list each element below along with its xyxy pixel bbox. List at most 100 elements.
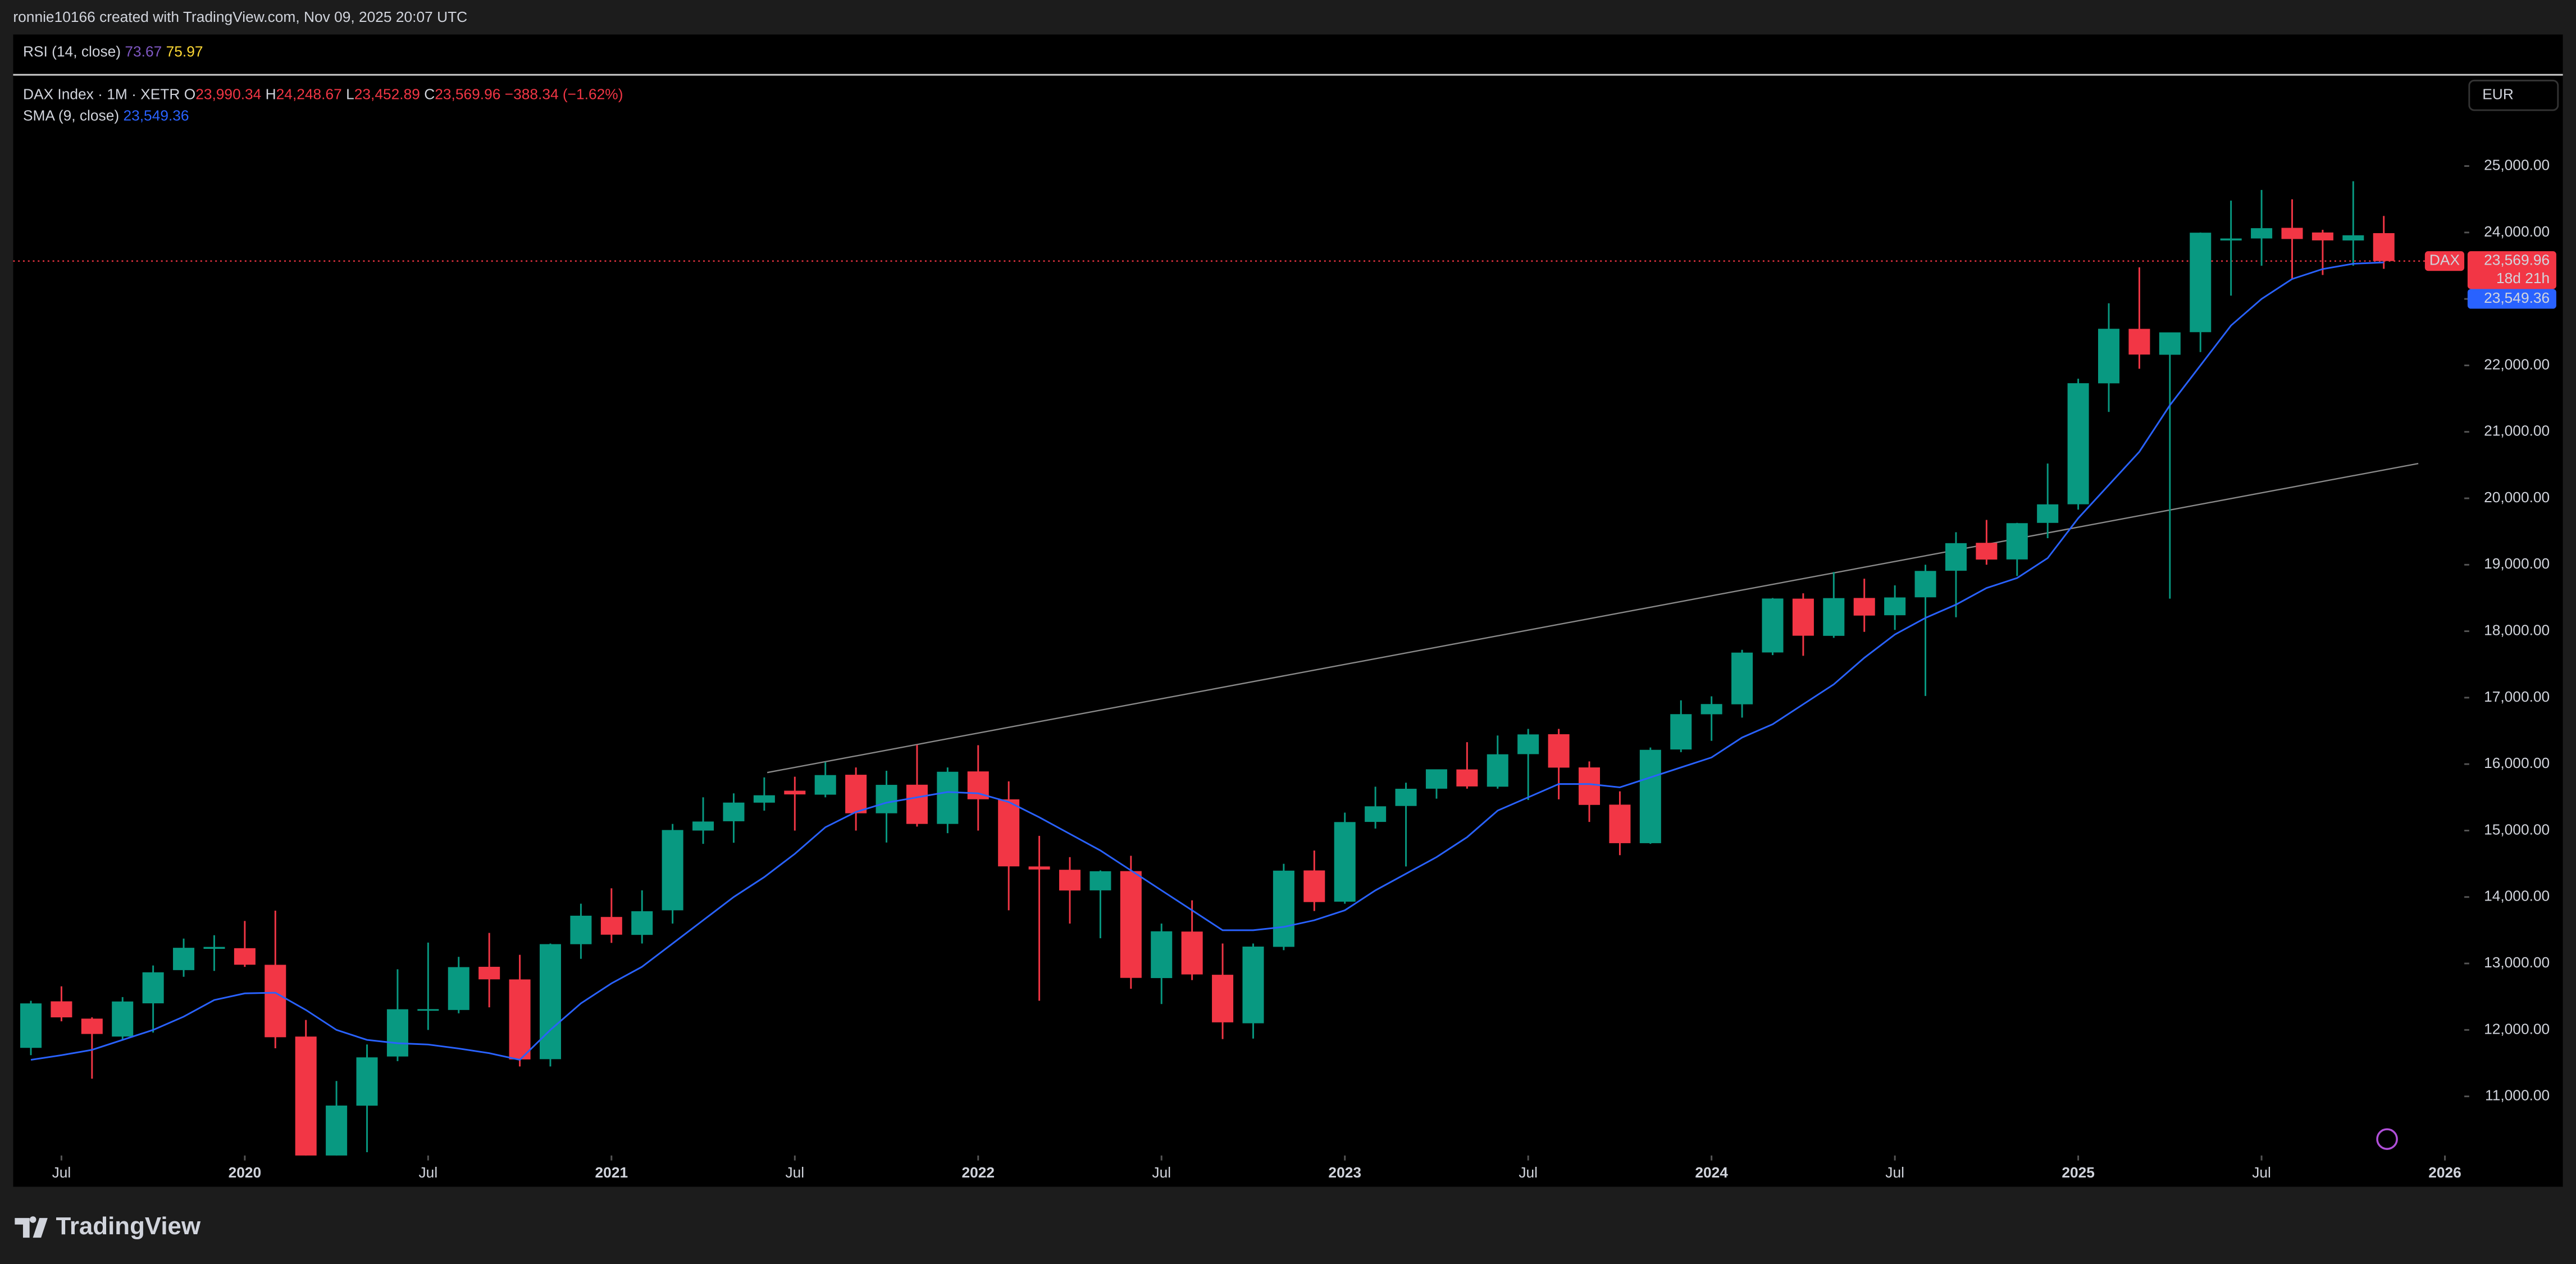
x-tick-label: Jul: [785, 1164, 804, 1181]
sma-name: SMA (9, close): [23, 107, 119, 124]
candle-body: [1609, 804, 1631, 843]
sma-tag-label: 23,549.36: [2484, 289, 2550, 306]
candle-body: [2037, 504, 2059, 523]
y-tick-label: 13,000.00: [2484, 954, 2550, 971]
candle-body: [998, 799, 1020, 867]
rsi-legend: RSI (14, close) 73.67 75.97: [23, 43, 203, 60]
logo: [15, 1216, 48, 1238]
candle-body: [112, 1001, 134, 1037]
price-tag-label: 23,569.96: [2484, 252, 2550, 269]
trendline: [767, 462, 2419, 774]
candle-body: [1639, 749, 1661, 843]
y-tick-label: 17,000.00: [2484, 688, 2550, 705]
candle-body: [2067, 383, 2089, 504]
x-tick-label: 2026: [2428, 1164, 2461, 1181]
chart-panel: [13, 34, 2563, 1187]
y-tick-label: 12,000.00: [2484, 1020, 2550, 1037]
candle-body: [662, 830, 683, 911]
x-tick-label: 2022: [961, 1164, 995, 1181]
sma-line: [30, 261, 2384, 1061]
ohlc-label: C: [424, 86, 435, 103]
change: −388.34 (−1.62%): [505, 86, 623, 103]
candle-body: [1579, 767, 1601, 805]
sma-value: 23,549.36: [123, 107, 189, 124]
x-tick-label: Jul: [1885, 1164, 1904, 1181]
candle-body: [570, 915, 592, 944]
symbol-tag: [2424, 251, 2465, 271]
candle-body: [1425, 769, 1447, 789]
y-tick-label: 11,000.00: [2485, 1087, 2550, 1104]
price-tag: [2467, 251, 2556, 289]
sma-tag: [2467, 289, 2556, 309]
candle-body: [1731, 652, 1753, 704]
candle-body: [2128, 329, 2150, 355]
candle-body: [1762, 598, 1784, 653]
rsi-value: 73.67: [125, 43, 162, 60]
candle-body: [2342, 235, 2364, 241]
y-tick-label: 20,000.00: [2484, 489, 2550, 506]
currency[interactable]: EUR: [2482, 86, 2514, 103]
ohlc-value: 23,569.96: [435, 86, 500, 103]
candle-body: [1976, 543, 1998, 560]
candle-body: [1028, 866, 1050, 870]
candle-body: [2311, 232, 2333, 240]
candle-body: [356, 1057, 378, 1106]
ohlc-value: 23,990.34: [195, 86, 261, 103]
candle-body: [509, 979, 531, 1060]
candle-body: [478, 966, 500, 980]
symbol-tag-label: DAX: [2429, 252, 2460, 269]
currency-button[interactable]: [2468, 79, 2559, 111]
candle-body: [1456, 769, 1478, 786]
brand: TradingView: [56, 1212, 200, 1240]
ohlc-label: O: [184, 86, 195, 103]
x-tick-label: Jul: [52, 1164, 71, 1181]
candle-body: [906, 784, 928, 824]
candle-body: [203, 947, 225, 949]
y-tick-label: 15,000.00: [2484, 821, 2550, 838]
candle-body: [1273, 870, 1294, 947]
candle-body: [539, 944, 562, 1060]
candle-body: [692, 821, 714, 831]
candle-body: [845, 775, 867, 813]
candle-body: [2373, 233, 2395, 261]
alert-icon[interactable]: [2376, 1128, 2398, 1150]
x-tick-label: 2024: [1695, 1164, 1728, 1181]
candle-body: [1700, 704, 1722, 715]
candle-body: [1334, 822, 1356, 902]
candle-body: [1395, 789, 1417, 806]
x-tick-label: 2025: [2062, 1164, 2095, 1181]
candle-body: [20, 1003, 42, 1048]
candle-body: [81, 1019, 103, 1034]
candle-body: [1853, 598, 1875, 616]
candle-body: [234, 948, 256, 965]
candle-body: [1303, 870, 1325, 902]
candle-body: [876, 785, 897, 813]
candle-body: [723, 802, 745, 821]
rsi-name: RSI (14, close): [23, 43, 121, 60]
candle-body: [1120, 871, 1142, 978]
candle-body: [1059, 870, 1081, 891]
y-tick-label: 16,000.00: [2484, 754, 2550, 771]
x-tick-label: 2021: [595, 1164, 628, 1181]
candle-body: [2251, 228, 2273, 239]
rsi-value: 75.97: [166, 43, 203, 60]
candle-body: [1487, 754, 1508, 787]
candle-body: [2159, 332, 2181, 355]
candle-body: [1792, 598, 1814, 636]
candle-body: [265, 965, 286, 1038]
candle-body: [1181, 931, 1203, 975]
candle-body: [1884, 597, 1906, 616]
attribution: ronnie10166 created with TradingView.com…: [13, 8, 467, 25]
candle-body: [1670, 714, 1692, 750]
candle-body: [753, 795, 775, 803]
ohlc-value: 24,248.67: [276, 86, 342, 103]
x-tick-label: 2023: [1328, 1164, 1361, 1181]
candle-body: [600, 917, 622, 935]
candle-body: [295, 1036, 317, 1156]
candle-body: [1242, 946, 1264, 1024]
candle-body: [784, 790, 806, 795]
countdown: 18d 21h: [2496, 270, 2550, 287]
